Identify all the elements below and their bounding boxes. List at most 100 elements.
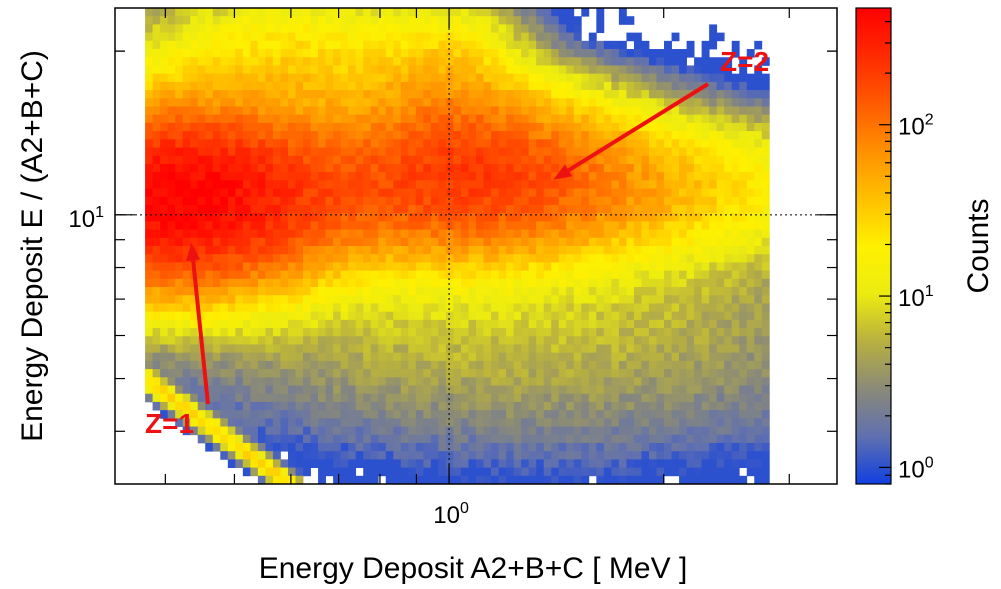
heatmap-cell [393, 278, 402, 288]
heatmap-cell [596, 467, 605, 477]
heatmap-cell [558, 319, 567, 329]
heatmap-cell [453, 418, 462, 427]
heatmap-cell [438, 106, 447, 116]
heatmap-cell [603, 278, 612, 288]
heatmap-cell [167, 287, 176, 296]
heatmap-cell [694, 278, 703, 288]
heatmap-cell [603, 221, 612, 230]
heatmap-cell [460, 180, 469, 189]
heatmap-cell [152, 24, 161, 34]
heatmap-cell [175, 73, 184, 83]
heatmap-cell [303, 401, 311, 411]
heatmap-cell [701, 213, 710, 222]
heatmap-cell [739, 369, 748, 378]
heatmap-cell [445, 221, 454, 230]
heatmap-cell [242, 81, 251, 91]
heatmap-cell [227, 410, 236, 419]
heatmap-cell [746, 311, 755, 321]
heatmap-cell [370, 229, 379, 239]
heatmap-cell [656, 270, 665, 280]
heatmap-cell [476, 385, 484, 395]
heatmap-cell [739, 122, 748, 132]
heatmap-cell [664, 163, 672, 173]
heatmap-cell [558, 385, 567, 395]
heatmap-cell [370, 237, 379, 247]
heatmap-cell [746, 459, 755, 468]
heatmap-cell [445, 90, 454, 99]
heatmap-cell [656, 360, 665, 370]
heatmap-cell [581, 163, 590, 173]
heatmap-cell [498, 16, 507, 25]
heatmap-cell [400, 401, 409, 411]
heatmap-cell [664, 49, 672, 58]
heatmap-cell [445, 246, 454, 255]
heatmap-cell [370, 254, 379, 263]
heatmap-cell [400, 188, 409, 198]
heatmap-cell [445, 73, 454, 83]
heatmap-cell [453, 24, 462, 34]
heatmap-cell [513, 344, 522, 354]
heatmap-cell [468, 385, 477, 395]
heatmap-cell [686, 467, 695, 477]
heatmap-cell [551, 221, 560, 230]
heatmap-cell [611, 459, 620, 468]
heatmap-cell [588, 196, 597, 206]
heatmap-cell [588, 180, 597, 189]
heatmap-cell [709, 147, 718, 157]
heatmap-cell [385, 459, 394, 468]
heatmap-cell [212, 344, 221, 354]
heatmap-cell [761, 303, 770, 313]
heatmap-cell [603, 319, 612, 329]
heatmap-cell [355, 139, 364, 148]
heatmap-cell [235, 459, 244, 468]
heatmap-cell [498, 393, 507, 403]
heatmap-cell [205, 246, 214, 255]
heatmap-cell [709, 377, 718, 386]
heatmap-cell [348, 90, 357, 99]
heatmap-cell [491, 49, 499, 58]
heatmap-cell [160, 98, 169, 107]
heatmap-cell [543, 188, 552, 198]
heatmap-cell [656, 155, 665, 165]
heatmap-cell [310, 336, 319, 345]
heatmap-cell [355, 204, 364, 214]
heatmap-cell [175, 57, 184, 66]
heatmap-cell [378, 40, 387, 50]
heatmap-cell [581, 65, 590, 75]
heatmap-cell [265, 344, 274, 354]
heatmap-cell [694, 254, 703, 263]
heatmap-cell [626, 410, 635, 419]
heatmap-cell [385, 131, 394, 140]
heatmap-cell [513, 32, 522, 42]
heatmap-cell [303, 49, 311, 58]
heatmap-cell [746, 188, 755, 198]
heatmap-cell [521, 40, 530, 50]
heatmap-cell [521, 65, 530, 75]
heatmap-cell [355, 451, 364, 460]
heatmap-cell [739, 131, 748, 140]
heatmap-cell [596, 418, 605, 427]
heatmap-cell [438, 122, 447, 132]
heatmap-cell [536, 385, 545, 395]
heatmap-cell [686, 287, 695, 296]
heatmap-cell [618, 188, 627, 198]
heatmap-cell [430, 295, 439, 304]
heatmap-cell [280, 393, 289, 403]
heatmap-cell [393, 32, 402, 42]
heatmap-cell [611, 90, 620, 99]
heatmap-cell [415, 410, 424, 419]
heatmap-cell [287, 213, 296, 222]
heatmap-cell [430, 377, 439, 386]
heatmap-cell [656, 65, 665, 75]
heatmap-cell [408, 73, 417, 83]
heatmap-cell [754, 410, 763, 419]
heatmap-cell [453, 319, 462, 329]
heatmap-cell [310, 393, 319, 403]
heatmap-cell [363, 49, 372, 58]
heatmap-cell [355, 180, 364, 189]
heatmap-cell [295, 303, 304, 313]
heatmap-cell [528, 336, 537, 345]
heatmap-cell [378, 106, 387, 116]
heatmap-cell [182, 311, 191, 321]
heatmap-cell [739, 278, 748, 288]
